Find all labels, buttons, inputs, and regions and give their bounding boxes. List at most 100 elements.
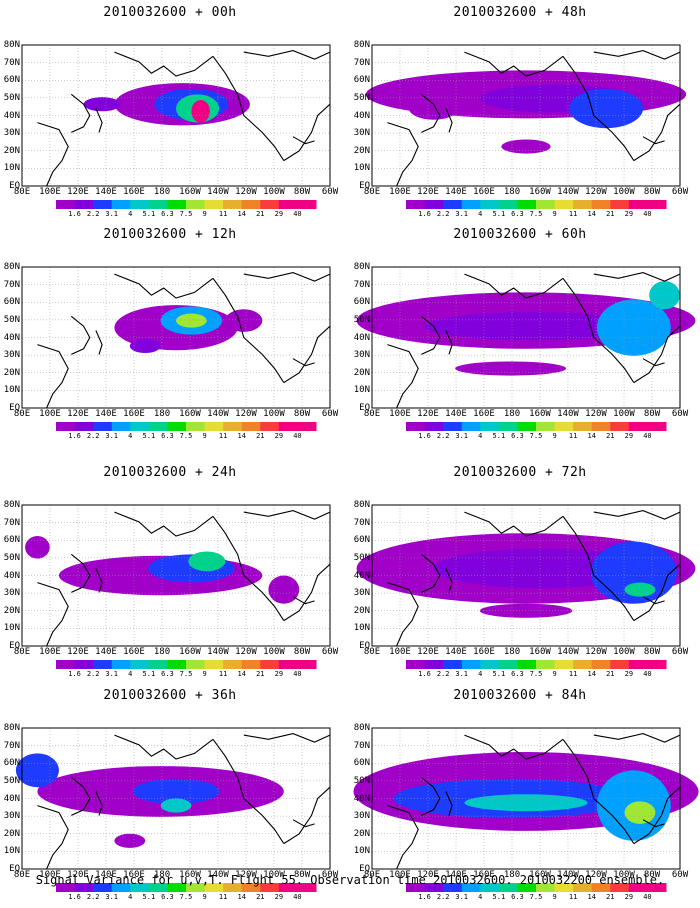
longitude-label: 120W: [235, 647, 257, 657]
coastline: [95, 791, 103, 816]
latitude-label: 80N: [353, 500, 370, 510]
map-panel: 2010032600 + 48h 80N 70N 60N 50N 40N 30N 20N 10N…: [350, 5, 690, 225]
colorbar-label: 4: [128, 670, 133, 678]
longitude-label: 120W: [235, 870, 257, 880]
variance-field: [114, 833, 146, 848]
colorbar-swatch: [56, 200, 76, 209]
longitude-label: 180: [503, 187, 521, 197]
longitude-label: 100E: [389, 409, 411, 419]
longitude-label: 120E: [417, 870, 439, 880]
coastline: [445, 568, 453, 593]
latitude-label: 60N: [353, 297, 370, 308]
longitude-label: 160W: [179, 187, 201, 197]
longitude-label: 160E: [473, 647, 495, 657]
longitude-label: 140E: [445, 870, 467, 880]
colorbar-label: 5.1: [142, 432, 156, 440]
colorbar-swatch: [406, 660, 426, 669]
colorbar: [406, 200, 667, 209]
longitude-label: 140W: [557, 870, 579, 880]
colorbar-swatch: [461, 883, 481, 892]
latitude-label: 70N: [3, 57, 20, 68]
colorbar-label: 4: [128, 893, 133, 901]
colorbar-swatch: [278, 200, 298, 209]
colorbar-swatch: [443, 200, 463, 209]
colorbar-swatch: [647, 200, 667, 209]
latitude-label: EQ: [359, 403, 370, 413]
coastline: [445, 108, 453, 133]
colorbar-label: 21: [256, 670, 265, 678]
colorbar-label: 29: [274, 432, 284, 440]
latitude-label: 20N: [353, 367, 370, 378]
longitude-label: 140W: [557, 409, 579, 419]
colorbar-swatch: [406, 883, 426, 892]
longitude-label: 120E: [67, 870, 89, 880]
map-frame: [21, 504, 331, 647]
colorbar-swatch: [480, 660, 500, 669]
longitude-label: 60W: [671, 647, 689, 657]
map-frame: [371, 44, 681, 187]
longitude-label: 120E: [417, 409, 439, 419]
colorbar-swatch: [573, 200, 593, 209]
longitude-label: 180: [503, 647, 521, 657]
colorbar-label: 21: [606, 432, 615, 440]
colorbar-label: 9: [202, 210, 207, 218]
longitude-label: 160W: [179, 409, 201, 419]
colorbar-label: 29: [624, 893, 634, 901]
longitude-label: 180: [153, 187, 171, 197]
longitude-label: 140E: [95, 187, 117, 197]
coastline: [562, 277, 635, 383]
colorbar-swatch: [536, 660, 556, 669]
colorbar: [56, 422, 317, 431]
colorbar-swatch: [461, 200, 481, 209]
coastline: [420, 553, 441, 593]
colorbar-label: 3.1: [105, 893, 119, 901]
colorbar-swatch: [278, 660, 298, 669]
colorbar-label: 6.3: [161, 893, 174, 901]
coastline: [114, 273, 214, 299]
latitude-label: 20N: [3, 828, 20, 839]
longitude-label: 80W: [643, 870, 661, 880]
map-panel: 2010032600 + 00h 80N 70N 60N 50N 40N 30N 20N 10N…: [0, 5, 340, 225]
colorbar-label: 14: [237, 893, 246, 901]
colorbar-swatch: [241, 200, 261, 209]
colorbar-swatch: [628, 660, 648, 669]
latitude-label: 50N: [3, 775, 20, 786]
colorbar-label: 6.3: [511, 893, 524, 901]
colorbar-swatch: [517, 883, 537, 892]
colorbar-swatch: [628, 200, 648, 209]
longitude-label: 100E: [389, 647, 411, 657]
colorbar-swatch: [278, 422, 298, 431]
colorbar-swatch: [628, 422, 648, 431]
panel-title: 2010032600 + 36h: [103, 688, 237, 703]
colorbar-label: 14: [237, 210, 246, 218]
colorbar: [406, 422, 667, 431]
colorbar-label: 9: [552, 210, 557, 218]
colorbar-label: 1.6: [68, 210, 81, 218]
colorbar-swatch: [498, 660, 518, 669]
longitude-label: 100W: [613, 647, 635, 657]
colorbar-label: 3.1: [105, 210, 119, 218]
longitude-label: 60W: [321, 409, 339, 419]
longitude-label: 140W: [207, 647, 229, 657]
longitude-label: 100E: [39, 647, 61, 657]
colorbar-swatch: [148, 422, 168, 431]
colorbar-label: 5.1: [492, 210, 506, 218]
colorbar-label: 21: [606, 670, 615, 678]
colorbar-swatch: [554, 200, 574, 209]
latitude-label: 60N: [3, 75, 20, 86]
colorbar-swatch: [554, 883, 574, 892]
longitude-label: 160E: [123, 187, 145, 197]
panel-title: 2010032600 + 00h: [103, 5, 237, 20]
colorbar-swatch: [480, 883, 500, 892]
coastline: [212, 515, 285, 621]
longitude-label: 180: [153, 870, 171, 880]
panel-title: 2010032600 + 72h: [453, 465, 587, 480]
longitude-label: 120W: [235, 187, 257, 197]
coastline: [37, 582, 69, 647]
coastline: [464, 273, 564, 299]
colorbar-swatch: [130, 422, 150, 431]
latitude-label: 70N: [3, 517, 20, 528]
colorbar-label: 6.3: [161, 432, 174, 440]
colorbar-label: 5.1: [142, 893, 156, 901]
colorbar-label: 9: [552, 432, 557, 440]
